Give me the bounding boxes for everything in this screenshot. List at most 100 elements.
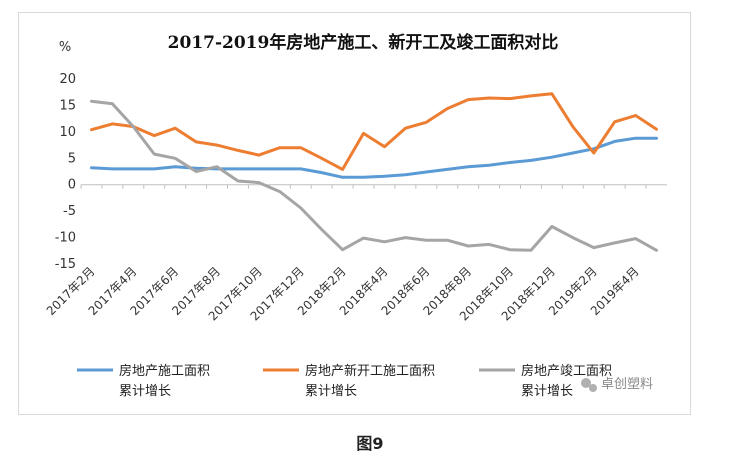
data-point	[236, 179, 240, 183]
data-point	[278, 167, 282, 171]
legend-label: 累计增长	[305, 384, 357, 399]
data-point	[571, 125, 575, 128]
data-point	[173, 165, 177, 168]
data-point	[634, 237, 637, 240]
data-point	[299, 167, 302, 171]
data-point	[655, 249, 658, 252]
legend-label: 房地产竣工面积	[521, 363, 612, 379]
data-point	[278, 146, 282, 149]
data-point	[529, 94, 533, 98]
data-point	[111, 167, 114, 171]
data-point	[362, 132, 365, 135]
data-point	[383, 145, 386, 148]
data-point	[571, 151, 575, 155]
data-point	[571, 236, 575, 239]
data-point	[550, 92, 554, 96]
wechat-icon-small-bubble	[589, 384, 597, 392]
data-point	[404, 126, 407, 130]
data-point	[508, 161, 512, 164]
data-point	[655, 137, 658, 140]
data-point	[320, 228, 323, 231]
data-point	[613, 241, 616, 245]
data-point	[194, 170, 198, 173]
x-axis: 2017年2月2017年4月2017年6月2017年8月2017年10月2017…	[44, 184, 667, 323]
data-point	[153, 167, 156, 171]
data-point	[613, 140, 616, 143]
chart-title: 2017-2019年房地产施工、新开工及竣工面积对比	[168, 32, 559, 53]
y-tick-label: -10	[55, 231, 76, 246]
data-point	[257, 181, 261, 184]
data-point	[90, 128, 93, 131]
data-point	[466, 165, 470, 168]
data-point	[487, 163, 491, 167]
legend-label: 房地产新开工施工面积	[305, 363, 435, 379]
data-point	[592, 147, 595, 150]
series-lines	[90, 92, 658, 252]
data-point	[362, 176, 365, 179]
legend-label: 累计增长	[521, 384, 573, 399]
data-point	[236, 167, 240, 171]
data-point	[111, 102, 114, 106]
data-point	[362, 236, 365, 240]
data-point	[153, 152, 156, 156]
y-tick-label: -15	[55, 257, 76, 272]
data-point	[550, 225, 554, 228]
data-point	[194, 140, 198, 144]
wechat-icon	[581, 378, 591, 388]
data-point	[299, 206, 302, 210]
legend-label: 房地产施工面积	[119, 363, 210, 379]
data-point	[90, 166, 93, 169]
data-point	[592, 246, 595, 249]
data-point	[341, 248, 344, 251]
data-point	[613, 120, 616, 124]
data-point	[299, 146, 302, 149]
data-point	[508, 97, 512, 100]
watermark-text: 卓创塑料	[601, 377, 653, 392]
data-point	[278, 190, 282, 193]
data-point	[404, 236, 407, 239]
data-point	[383, 240, 386, 243]
data-point	[487, 96, 491, 100]
data-point	[487, 243, 491, 246]
y-axis-ticks: 20 15 10 5 0 -5 -10 -15	[55, 72, 76, 272]
series-line	[90, 136, 658, 179]
data-point	[173, 157, 177, 160]
y-tick-label: 0	[68, 178, 76, 193]
y-tick-label: 15	[59, 98, 76, 113]
data-point	[90, 100, 93, 103]
data-point	[132, 125, 135, 128]
series-3	[90, 99, 658, 252]
legend-label: 累计增长	[119, 384, 171, 399]
data-point	[404, 173, 407, 176]
data-point	[341, 168, 344, 171]
watermark: 卓创塑料	[581, 377, 653, 392]
data-point	[529, 159, 533, 162]
data-point	[257, 167, 261, 171]
data-point	[550, 156, 554, 159]
chart-figure: 2017-2019年房地产施工、新开工及竣工面积对比 % 20 15 10 5 0 -5 -…	[18, 12, 691, 415]
y-tick-label: 10	[59, 125, 76, 140]
data-point	[425, 170, 428, 174]
data-point	[257, 153, 261, 157]
data-point	[236, 149, 240, 152]
data-point	[132, 167, 135, 171]
series-1	[90, 136, 658, 179]
data-point	[111, 122, 114, 126]
y-tick-label: 5	[68, 151, 76, 166]
data-point	[320, 171, 323, 174]
data-point	[466, 98, 470, 101]
data-point	[655, 128, 658, 131]
series-line	[90, 99, 658, 252]
data-point	[173, 126, 177, 130]
data-point	[446, 168, 449, 171]
data-point	[341, 176, 344, 179]
data-point	[383, 175, 386, 178]
data-point	[425, 121, 428, 124]
data-point	[425, 239, 428, 242]
data-point	[215, 165, 219, 168]
figure-caption: 图9	[356, 434, 384, 453]
